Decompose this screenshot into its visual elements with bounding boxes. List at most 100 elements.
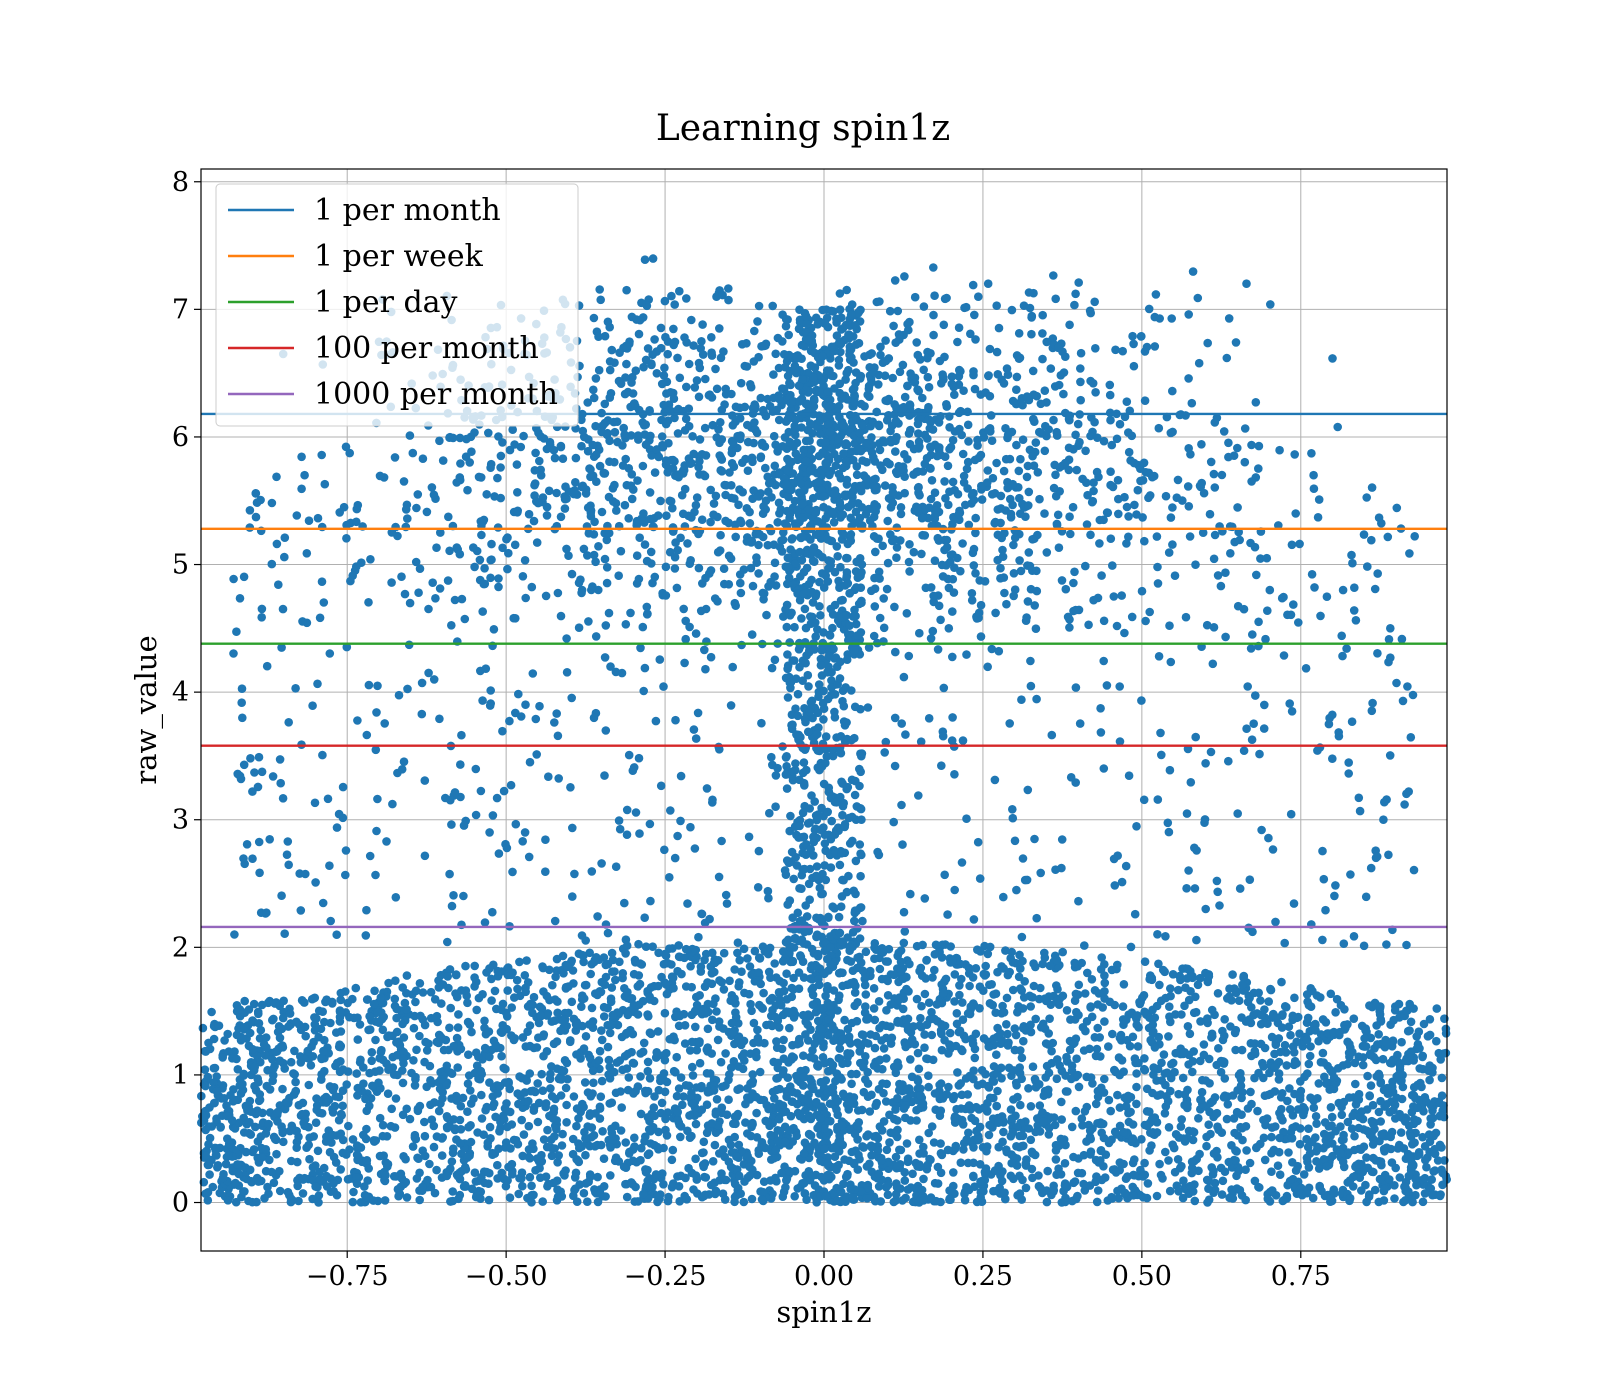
scatter-point — [338, 1086, 348, 1095]
scatter-point — [1069, 1152, 1078, 1162]
scatter-point — [605, 365, 615, 375]
scatter-point — [539, 1051, 548, 1061]
scatter-point — [556, 1091, 566, 1100]
scatter-point — [1164, 1032, 1173, 1041]
scatter-point — [935, 1080, 944, 1090]
scatter-point — [1075, 437, 1084, 447]
scatter-point — [766, 973, 775, 982]
scatter-point — [915, 1162, 925, 1171]
scatter-point — [547, 1151, 557, 1161]
scatter-point — [538, 963, 548, 973]
scatter-point — [1026, 1135, 1036, 1145]
scatter-point — [613, 1020, 623, 1030]
scatter-point — [1250, 1039, 1260, 1048]
scatter-point — [302, 549, 312, 558]
scatter-point — [820, 1144, 829, 1154]
scatter-point — [493, 473, 502, 483]
scatter-point — [904, 557, 914, 567]
scatter-point — [1363, 1071, 1372, 1081]
scatter-point — [545, 1074, 555, 1084]
scatter-point — [603, 1042, 613, 1052]
scatter-point — [932, 1000, 942, 1009]
scatter-point — [585, 1109, 595, 1118]
scatter-point — [1165, 1012, 1174, 1021]
scatter-point — [1074, 1082, 1084, 1092]
scatter-point — [201, 1081, 210, 1091]
scatter-point — [1142, 1084, 1152, 1094]
scatter-point — [1132, 1082, 1141, 1092]
scatter-point — [920, 1030, 929, 1039]
scatter-point — [399, 1033, 409, 1042]
scatter-point — [1420, 1189, 1430, 1198]
scatter-point — [328, 1108, 338, 1117]
scatter-point — [1024, 1084, 1033, 1093]
scatter-point — [1368, 1140, 1378, 1149]
scatter-point — [765, 943, 775, 953]
scatter-point — [1241, 1122, 1251, 1131]
scatter-point — [402, 1005, 411, 1014]
scatter-point — [695, 991, 704, 1000]
scatter-point — [1094, 989, 1104, 998]
scatter-point — [963, 1090, 972, 1099]
scatter-point — [581, 1134, 590, 1143]
scatter-point — [860, 980, 870, 990]
scatter-point — [1104, 1095, 1114, 1105]
scatter-point — [1128, 331, 1137, 341]
scatter-point — [994, 1161, 1003, 1171]
scatter-point — [635, 959, 645, 968]
scatter-point — [495, 1081, 505, 1091]
scatter-point — [272, 1149, 281, 1159]
scatter-point — [1137, 332, 1146, 341]
scatter-point — [745, 962, 755, 971]
scatter-point — [1003, 1041, 1013, 1050]
scatter-point — [1107, 965, 1117, 975]
scatter-point — [392, 1004, 402, 1014]
scatter-point — [929, 1138, 939, 1147]
scatter-point — [1355, 1112, 1364, 1122]
scatter-point — [1390, 1194, 1399, 1203]
scatter-point — [1188, 1057, 1198, 1066]
scatter-point — [527, 1190, 537, 1200]
scatter-point — [1390, 1181, 1399, 1190]
scatter-point — [252, 1197, 261, 1207]
scatter-point — [930, 950, 940, 959]
scatter-point — [823, 954, 832, 964]
scatter-point — [1107, 440, 1117, 450]
scatter-point — [905, 959, 914, 969]
scatter-point — [1071, 430, 1080, 440]
scatter-point — [1276, 1093, 1286, 1102]
scatter-point — [950, 485, 959, 495]
scatter-point — [348, 1135, 358, 1144]
scatter-point — [310, 1026, 320, 1035]
scatter-point — [322, 1098, 331, 1107]
scatter-point — [1171, 1130, 1181, 1139]
scatter-point — [826, 1001, 835, 1010]
scatter-point — [286, 1057, 296, 1067]
scatter-point — [817, 1102, 826, 1111]
scatter-point — [631, 1086, 640, 1096]
scatter-point — [989, 1062, 999, 1071]
scatter-point — [322, 995, 331, 1004]
scatter-point — [622, 1028, 631, 1038]
scatter-point — [956, 1079, 965, 1088]
scatter-point — [667, 960, 676, 969]
scatter-point — [676, 1073, 686, 1082]
scatter-point — [1162, 1068, 1172, 1077]
scatter-point — [1375, 1174, 1385, 1184]
scatter-point — [1128, 1120, 1138, 1129]
scatter-point — [1024, 548, 1034, 557]
scatter-point — [312, 1094, 321, 1103]
scatter-point — [1231, 1146, 1240, 1155]
scatter-point — [451, 970, 461, 980]
scatter-point — [267, 1167, 276, 1177]
scatter-point — [1016, 1100, 1025, 1110]
scatter-point — [1174, 985, 1183, 995]
scatter-point — [1290, 1056, 1300, 1066]
scatter-point — [1256, 1019, 1266, 1029]
scatter-point — [683, 1126, 692, 1136]
scatter-point — [520, 1088, 530, 1097]
scatter-point — [426, 1100, 435, 1110]
scatter-point — [1082, 1017, 1092, 1026]
scatter-point — [362, 1106, 372, 1116]
scatter-point — [822, 985, 832, 995]
